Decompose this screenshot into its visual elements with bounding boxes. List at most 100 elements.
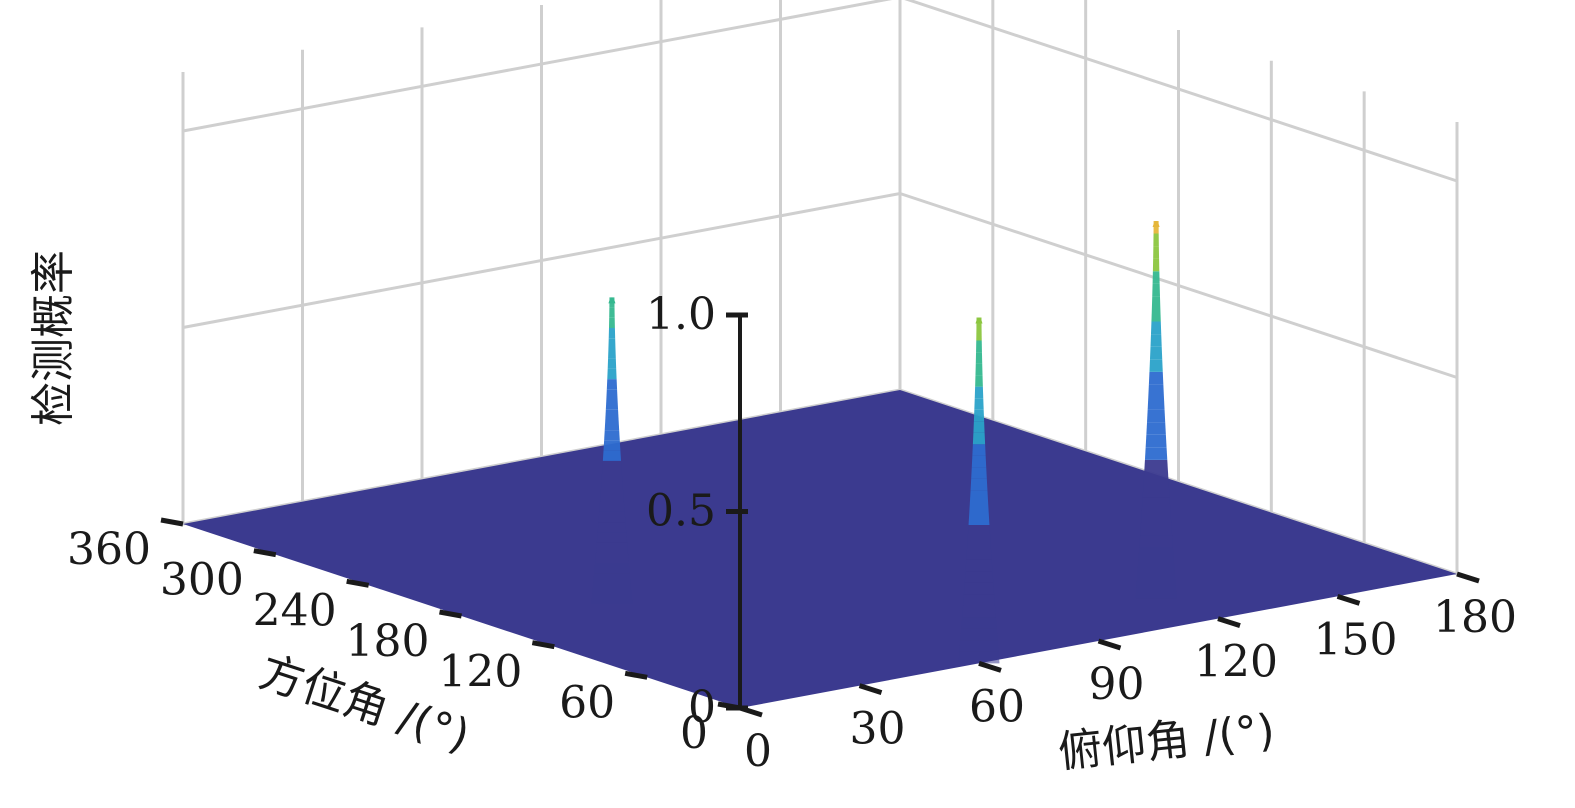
peak-0 bbox=[958, 317, 1000, 664]
peak-2-band-10 bbox=[600, 491, 624, 502]
peak-2-band-2 bbox=[593, 573, 631, 584]
y-tick-6 bbox=[1456, 571, 1480, 584]
y-tick-1 bbox=[858, 683, 883, 696]
x-tick-label-6: 360 bbox=[67, 524, 151, 575]
peak-1-band-15 bbox=[1147, 397, 1165, 410]
peak-2-band-9 bbox=[599, 501, 625, 512]
peak-2-band-27 bbox=[608, 317, 615, 329]
peak-1-band-21 bbox=[1150, 321, 1162, 335]
peak-0-band-19 bbox=[972, 432, 986, 445]
peak-2-band-18 bbox=[605, 409, 619, 420]
peak-2 bbox=[591, 297, 633, 604]
x-tick-4 bbox=[346, 578, 370, 588]
peak-2-band-11 bbox=[600, 481, 624, 492]
peak-0-band-8 bbox=[965, 559, 993, 572]
peak-1-band-17 bbox=[1148, 371, 1164, 385]
y-tick-label-0: 0 bbox=[744, 726, 772, 777]
y-tick-4 bbox=[1217, 616, 1241, 629]
peak-0-band-22 bbox=[974, 398, 984, 410]
peak-1-band-11 bbox=[1144, 447, 1168, 460]
peak-2-band-8 bbox=[598, 511, 626, 523]
peak-0-band-24 bbox=[975, 375, 983, 387]
x-tick-label-3: 180 bbox=[346, 616, 430, 667]
x-tick-label-0: 0 bbox=[680, 708, 708, 759]
peak-2-band-1 bbox=[592, 583, 632, 594]
peak-1-band-25 bbox=[1152, 271, 1160, 284]
y-axis-label: 俯仰角 /(°) bbox=[1056, 705, 1277, 778]
peak-1-band-14 bbox=[1147, 409, 1166, 423]
peak-0-band-28 bbox=[976, 329, 982, 341]
peak-0-band-21 bbox=[973, 409, 985, 422]
peak-1 bbox=[1135, 220, 1177, 599]
peak-2-band-24 bbox=[608, 348, 616, 359]
peak-1-band-19 bbox=[1149, 346, 1163, 360]
peak-1-band-9 bbox=[1143, 472, 1169, 486]
peak-2-band-25 bbox=[608, 338, 616, 349]
peak-0-band-14 bbox=[969, 490, 989, 502]
peak-1-band-7 bbox=[1141, 497, 1171, 511]
x-tick-6 bbox=[160, 517, 184, 527]
peak-2-band-7 bbox=[597, 522, 627, 533]
peak-2-band-22 bbox=[607, 368, 617, 380]
peak-1-band-22 bbox=[1151, 308, 1161, 322]
peak-0-band-17 bbox=[971, 455, 987, 468]
peak-1-band-18 bbox=[1149, 359, 1163, 372]
z-axis-label: 检测概率 bbox=[28, 250, 79, 426]
peak-1-band-24 bbox=[1152, 283, 1160, 297]
peak-0-band-25 bbox=[975, 363, 983, 376]
y-tick-3 bbox=[1097, 638, 1122, 651]
x-tick-label-5: 300 bbox=[160, 555, 244, 606]
z-tick-label-2: 1.0 bbox=[646, 289, 716, 340]
y-tick-2 bbox=[978, 660, 1002, 673]
peak-0-band-10 bbox=[967, 536, 991, 549]
peak-2-band-28 bbox=[609, 307, 615, 318]
peak-2-band-17 bbox=[604, 419, 620, 431]
peak-1-band-28 bbox=[1153, 233, 1159, 247]
peak-1-band-4 bbox=[1139, 535, 1173, 548]
z-tick-label-1: 0.5 bbox=[646, 486, 716, 537]
y-tick-label-3: 90 bbox=[1089, 659, 1145, 710]
surface-base-plane bbox=[183, 390, 1457, 708]
y-tick-label-1: 30 bbox=[850, 704, 906, 755]
y-tick-label-2: 60 bbox=[969, 681, 1025, 732]
peak-0-band-11 bbox=[967, 524, 991, 537]
peak-2-band-23 bbox=[607, 358, 617, 369]
peak-2-band-20 bbox=[606, 389, 618, 400]
peak-1-band-10 bbox=[1144, 459, 1169, 473]
peak-1-band-13 bbox=[1146, 422, 1166, 435]
peak-0-band-4 bbox=[962, 605, 996, 618]
x-tick-0 bbox=[717, 701, 741, 711]
peak-0-band-2 bbox=[960, 628, 998, 641]
peak-0-band-26 bbox=[975, 352, 983, 364]
peak-1-band-16 bbox=[1148, 384, 1164, 398]
peak-0-band-1 bbox=[959, 640, 999, 652]
x-tick-label-4: 240 bbox=[253, 585, 337, 636]
y-tick-label-6: 180 bbox=[1433, 592, 1517, 643]
peak-2-band-4 bbox=[595, 552, 629, 564]
peak-0-band-18 bbox=[972, 444, 986, 456]
peak-1-band-3 bbox=[1138, 547, 1174, 561]
x-tick-3 bbox=[439, 609, 462, 619]
peak-1-band-20 bbox=[1150, 334, 1162, 347]
peak-1-band-0 bbox=[1135, 585, 1177, 599]
y-tick-label-4: 120 bbox=[1194, 637, 1278, 688]
peak-0-band-6 bbox=[963, 582, 995, 595]
peak-1-band-1 bbox=[1136, 573, 1176, 586]
peak-2-band-6 bbox=[596, 532, 628, 543]
peak-layer bbox=[591, 220, 1177, 664]
peak-0-band-16 bbox=[971, 467, 987, 479]
grid-line-z-1 bbox=[182, 191, 1458, 379]
peak-0-band-5 bbox=[963, 594, 995, 606]
peak-1-band-12 bbox=[1145, 434, 1167, 448]
peak-0-band-23 bbox=[974, 386, 984, 399]
peak-1-band-6 bbox=[1141, 510, 1172, 523]
peak-2-band-26 bbox=[608, 328, 616, 339]
peak-2-band-3 bbox=[594, 563, 630, 574]
y-tick-0 bbox=[739, 705, 763, 718]
peak-0-band-7 bbox=[964, 571, 994, 583]
peak-1-band-5 bbox=[1140, 522, 1173, 536]
x-tick-label-2: 120 bbox=[438, 647, 522, 698]
peak-0-band-27 bbox=[976, 340, 982, 353]
